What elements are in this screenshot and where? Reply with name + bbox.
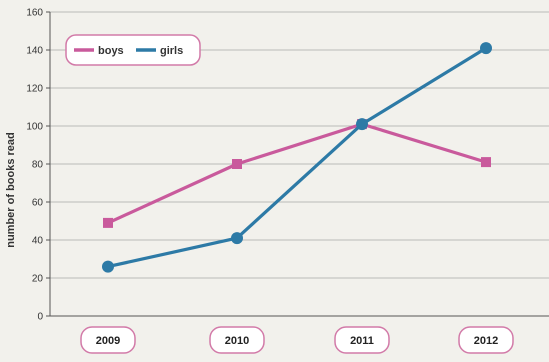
- point-girls-2011: [356, 118, 368, 131]
- x-tick-label: 2010: [225, 335, 249, 347]
- point-girls-2012: [480, 42, 492, 55]
- legend-label-girls: girls: [160, 45, 183, 57]
- y-tick-label: 80: [32, 160, 44, 171]
- y-tick-label: 100: [26, 122, 43, 133]
- x-tick-label: 2011: [350, 335, 374, 347]
- y-axis: 0 20 40 60 80 100 120 140 160: [26, 8, 549, 323]
- x-tick-label: 2012: [474, 335, 498, 347]
- category-box: [209, 326, 265, 354]
- point-boys-2009: [103, 217, 113, 228]
- category-box: [80, 326, 136, 354]
- y-tick-label: 140: [26, 46, 43, 57]
- y-tick-label: 60: [32, 198, 44, 209]
- series-line-girls: [107, 46, 487, 269]
- point-girls-2010: [231, 232, 243, 245]
- category-box: [334, 326, 390, 354]
- legend-box: [65, 34, 201, 66]
- y-tick-label: 40: [32, 236, 44, 247]
- category-box: [458, 326, 514, 354]
- point-boys-2012: [481, 157, 491, 168]
- y-axis-label: number of books read: [5, 132, 17, 248]
- legend-label-boys: boys: [98, 45, 124, 57]
- y-tick-label: 160: [26, 8, 43, 19]
- point-boys-2010: [232, 159, 242, 169]
- y-tick-label: 20: [32, 274, 44, 285]
- series-layer: [102, 42, 492, 273]
- y-tick-label: 120: [26, 84, 43, 95]
- point-girls-2009: [102, 260, 114, 273]
- x-tick-label: 2009: [96, 335, 120, 347]
- x-axis-categories: 2009 2010 2011 2012: [80, 326, 514, 354]
- series-line-boys: [107, 122, 487, 225]
- legend: boys girls: [65, 34, 201, 66]
- y-tick-label: 0: [37, 312, 43, 323]
